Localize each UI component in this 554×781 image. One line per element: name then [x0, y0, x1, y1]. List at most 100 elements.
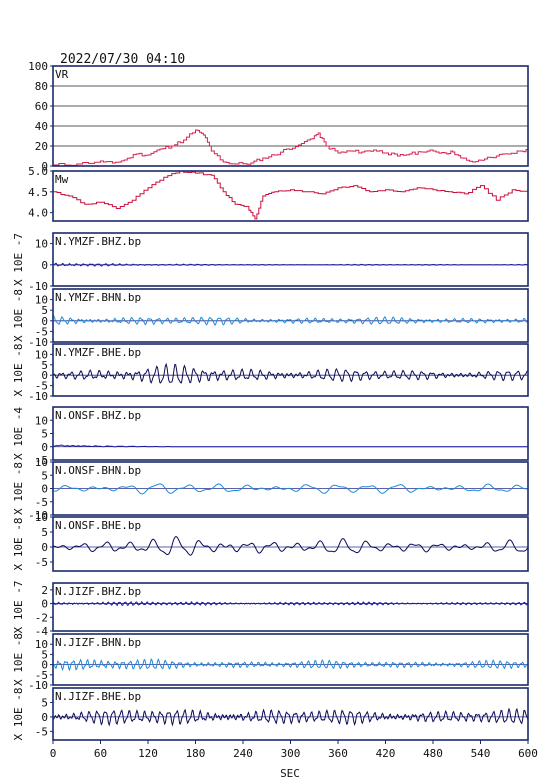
y-tick-label: 80: [35, 80, 48, 93]
y-tick-label: 10: [35, 638, 48, 651]
y-tick-label: -10: [28, 679, 48, 692]
y-axis-label: X 10E -4: [12, 407, 25, 460]
y-tick-label: 10: [35, 294, 48, 307]
x-tick-label: 480: [423, 747, 443, 760]
series-line-mw: [53, 170, 529, 220]
y-tick-label: 0: [41, 541, 48, 554]
header-timestamp: 2022/07/30 04:10: [60, 52, 185, 67]
y-tick-label: -5: [35, 380, 48, 393]
seismogram-trace: [52, 601, 529, 607]
panel-frame: [52, 232, 529, 287]
y-tick-label: 10: [35, 511, 48, 524]
panel-frame: [52, 288, 529, 343]
x-tick-label: 600: [518, 747, 538, 760]
y-tick-label: 5: [41, 304, 48, 317]
x-tick-label: 60: [94, 747, 107, 760]
seismogram-trace: [52, 658, 529, 672]
panel-label: N.JIZF.BHE.bp: [55, 690, 141, 703]
panel-frame: [52, 633, 529, 686]
panel-frame: [52, 516, 529, 572]
x-tick-label: 420: [376, 747, 396, 760]
y-tick-label: 5: [41, 469, 48, 482]
y-axis-label: X 10E -8: [12, 633, 25, 686]
seismogram-trace: [52, 315, 529, 326]
seismogram-trace: [52, 444, 528, 448]
y-tick-label: 5: [41, 526, 48, 539]
y-tick-label: -2: [35, 611, 48, 624]
y-axis-label: X 10E -8: [12, 344, 25, 397]
y-axis-label: X 10E -8: [12, 518, 25, 571]
panel-label: N.ONSF.BHN.bp: [55, 464, 141, 477]
y-tick-label: 0: [41, 441, 48, 454]
panel-1: 4.0 4.5 5.0 Mw: [28, 165, 529, 222]
y-tick-label: -4: [35, 625, 49, 638]
panel-label: N.YMZF.BHN.bp: [55, 291, 141, 304]
y-tick-label: -10: [28, 390, 48, 403]
seismogram-trace: [52, 362, 529, 384]
y-tick-label: 4.0: [28, 207, 48, 220]
panel-8: -4-202 X 10E -7 N.JIZF.BHZ.bp: [12, 581, 529, 638]
y-tick-label: -10: [28, 336, 48, 349]
y-tick-label: -5: [35, 454, 48, 467]
y-tick-label: 20: [35, 140, 48, 153]
x-axis: 0 60 120 180 240 300 360 420 480 540 600: [50, 740, 538, 760]
y-tick-label: 0: [41, 598, 48, 611]
panel-frame: [52, 343, 529, 397]
panel-frame: [52, 170, 529, 222]
x-tick-label: 0: [50, 747, 57, 760]
panel-label: N.JIZF.BHN.bp: [55, 636, 141, 649]
panel-label: N.YMZF.BHE.bp: [55, 346, 141, 359]
y-tick-label: 5.0: [28, 165, 48, 178]
x-tick-label: 540: [471, 747, 491, 760]
y-tick-label: 0: [41, 659, 48, 672]
y-tick-label: 10: [35, 238, 48, 251]
panel-label: N.ONSF.BHZ.bp: [55, 409, 141, 422]
y-tick-label: 5: [41, 359, 48, 372]
panel-frame: [52, 65, 529, 167]
y-axis-label: X 10E -8: [12, 688, 25, 741]
y-tick-label: 40: [35, 120, 48, 133]
y-tick-label: 5: [41, 696, 48, 709]
x-tick-label: 360: [328, 747, 348, 760]
panel-0: 0 20 40 60 80 100 VR: [28, 60, 529, 173]
y-tick-label: -10: [28, 280, 48, 293]
seismogram-trace: [52, 483, 528, 495]
panel-2: -10 0 10 X 10E -7 N.YMZF.BHZ.bp: [12, 232, 529, 293]
x-tick-label: 180: [186, 747, 206, 760]
y-tick-label: -5: [35, 325, 48, 338]
panel-label: VR: [55, 68, 69, 81]
y-axis-label: X 10E -7: [12, 581, 25, 634]
y-tick-label: 10: [35, 348, 48, 361]
y-tick-label: 2: [41, 584, 48, 597]
y-tick-label: 0: [41, 259, 48, 272]
y-tick-label: 10: [35, 414, 48, 427]
y-tick-label: -5: [35, 496, 48, 509]
y-tick-label: 0: [41, 483, 48, 496]
y-tick-label: 0: [41, 160, 48, 173]
panel-frame: [52, 406, 529, 461]
y-axis-label: X 10E -8: [12, 289, 25, 342]
x-tick-label: 120: [138, 747, 158, 760]
x-axis-label: SEC: [280, 767, 300, 780]
y-tick-label: -10: [28, 509, 48, 522]
y-tick-label: -5: [35, 725, 48, 738]
seismogram-trace: [52, 536, 529, 556]
panel-label: N.YMZF.BHZ.bp: [55, 235, 141, 248]
y-tick-label: -5: [35, 669, 48, 682]
y-tick-label: 5: [41, 648, 48, 661]
y-tick-label: 5: [41, 428, 48, 441]
y-tick-label: -5: [35, 556, 48, 569]
y-tick-label: 0: [41, 315, 48, 328]
panel-10: -50 5 X 10E -8 N.JIZF.BHE.bp: [12, 687, 529, 741]
x-tick-label: 300: [281, 747, 301, 760]
y-tick-label: 10: [35, 456, 48, 469]
panel-7: -5 0 5 10 X 10E -8 N.ONSF.BHE.bp: [12, 511, 529, 572]
y-tick-label: 100: [28, 60, 48, 73]
